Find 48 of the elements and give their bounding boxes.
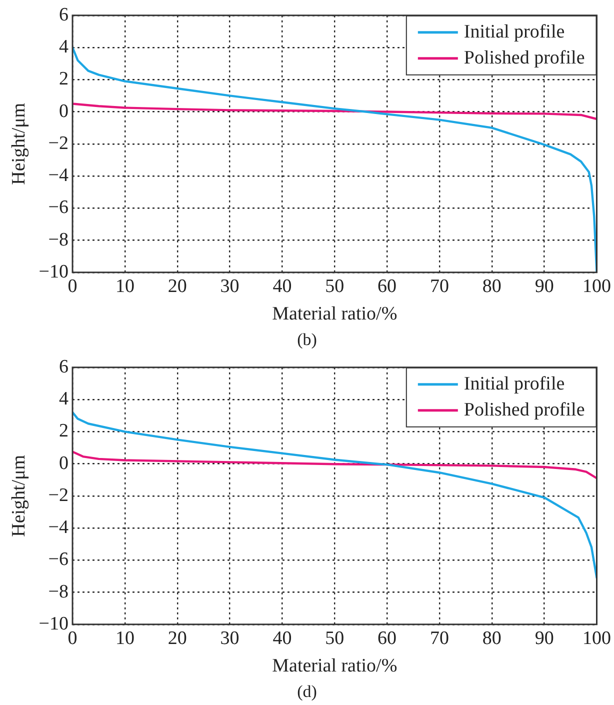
y-tick-label: 2 xyxy=(59,420,69,442)
x-axis-title: Material ratio/% xyxy=(272,656,398,677)
text: (b) xyxy=(296,330,318,350)
y-tick-label: 4 xyxy=(59,36,70,58)
x-tick-label: 100 xyxy=(582,276,611,297)
x-tick-label: 80 xyxy=(482,628,502,649)
x-tick-label: 10 xyxy=(115,276,134,297)
legend-label: Initial profile xyxy=(464,373,565,394)
y-axis-title: Height/μm xyxy=(8,454,30,537)
y-tick-label: −6 xyxy=(48,549,69,570)
y-tick-label: −4 xyxy=(48,165,70,186)
x-tick-label: 90 xyxy=(534,276,554,297)
y-tick-label: 6 xyxy=(59,356,69,378)
y-tick-label: −2 xyxy=(48,484,69,506)
y-tick-label: −8 xyxy=(48,229,69,250)
x-tick-label: 70 xyxy=(430,628,449,649)
legend-label: Polished profile xyxy=(464,399,585,420)
y-tick-label: 6 xyxy=(59,4,69,26)
legend-label: Initial profile xyxy=(464,21,565,42)
x-tick-label: 30 xyxy=(220,628,240,649)
x-tick-label: 20 xyxy=(168,276,187,297)
y-tick-label: 2 xyxy=(59,68,69,90)
x-tick-label: 80 xyxy=(482,276,502,297)
x-tick-label: 60 xyxy=(378,628,397,649)
y-tick-label: 4 xyxy=(59,388,70,410)
x-tick-label: 10 xyxy=(115,628,134,649)
x-tick-label: 100 xyxy=(582,628,611,649)
x-tick-label: 90 xyxy=(534,628,554,649)
y-tick-label: −8 xyxy=(48,581,69,602)
x-tick-label: 50 xyxy=(325,628,344,649)
y-tick-label: −10 xyxy=(38,261,69,282)
y-tick-label: −10 xyxy=(38,613,69,634)
y-tick-label: 0 xyxy=(59,100,69,122)
text: (d) xyxy=(296,682,318,702)
x-tick-label: 50 xyxy=(325,276,344,297)
y-tick-label: 0 xyxy=(59,452,69,474)
x-tick-label: 40 xyxy=(272,276,292,297)
x-tick-label: 30 xyxy=(220,276,240,297)
y-tick-label: −4 xyxy=(48,517,70,538)
x-tick-label: 20 xyxy=(168,628,187,649)
y-tick-label: −6 xyxy=(48,197,69,218)
y-tick-label: −2 xyxy=(48,132,69,154)
legend-label: Polished profile xyxy=(464,47,585,68)
x-axis-title: Material ratio/% xyxy=(272,304,398,325)
y-axis-title: Height/μm xyxy=(8,102,30,185)
x-tick-label: 40 xyxy=(272,628,292,649)
x-tick-label: 70 xyxy=(430,276,449,297)
x-tick-label: 60 xyxy=(378,276,397,297)
